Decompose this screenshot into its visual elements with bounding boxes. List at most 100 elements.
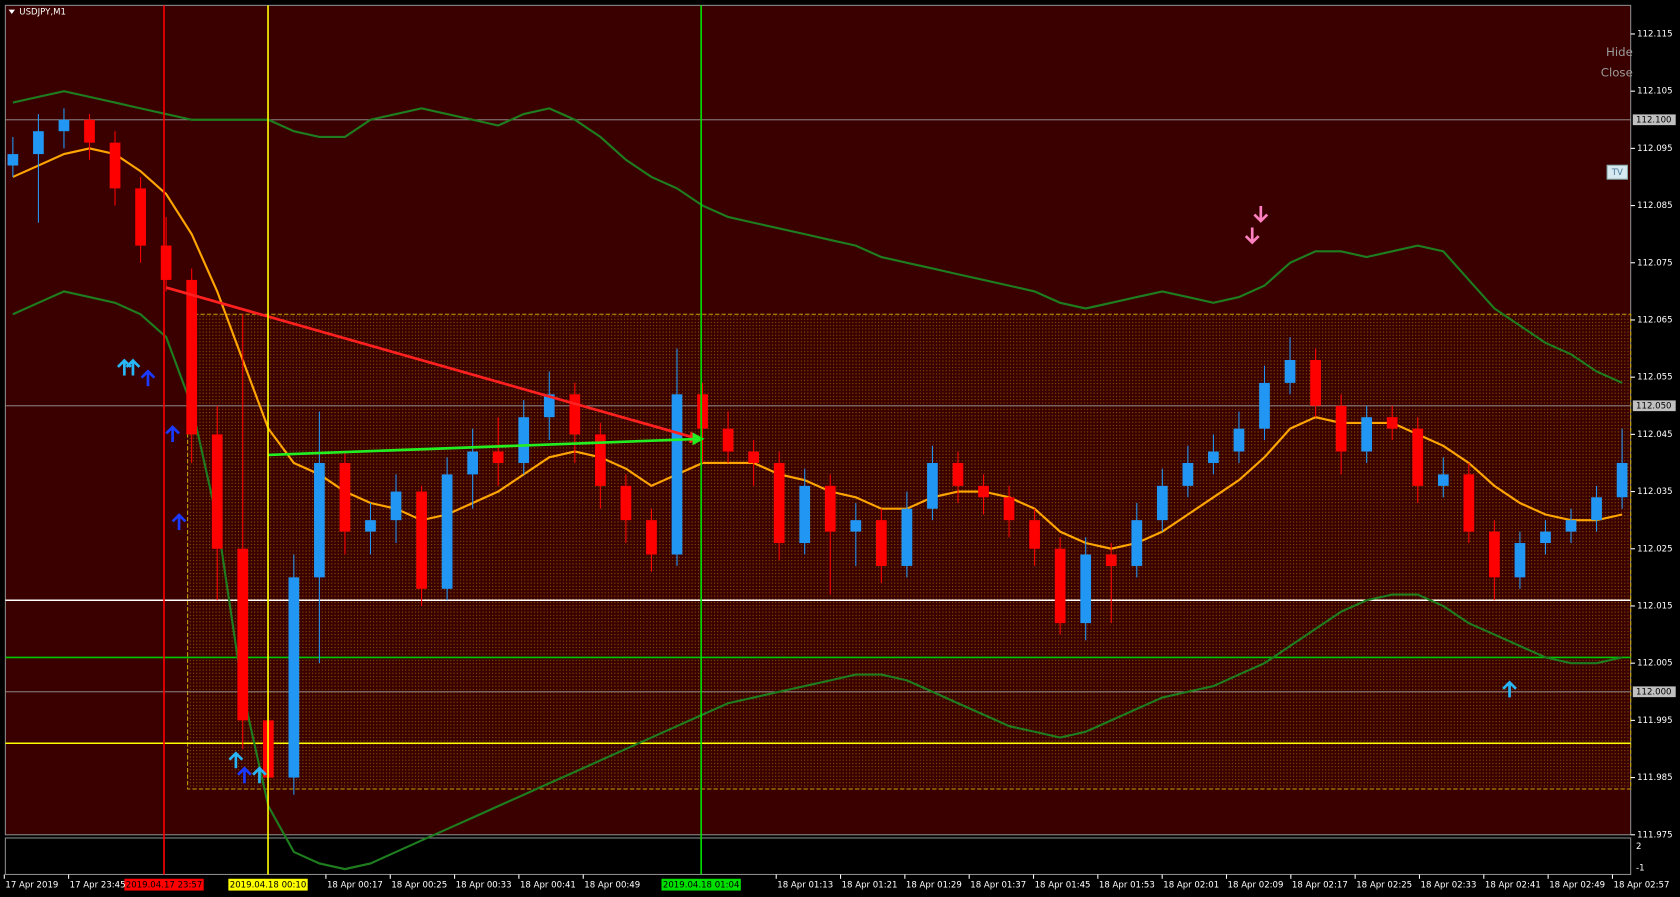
candle-body bbox=[1514, 543, 1526, 578]
candle-body bbox=[875, 520, 887, 566]
x-tick-label: 18 Apr 01:53 bbox=[1099, 881, 1155, 891]
candle-body bbox=[543, 394, 555, 418]
x-tick-label: 18 Apr 02:09 bbox=[1228, 881, 1284, 891]
x-tick-label: 18 Apr 00:17 bbox=[327, 881, 383, 891]
candle-body bbox=[799, 485, 811, 544]
x-tick-label: 18 Apr 01:21 bbox=[842, 881, 898, 891]
candle-body bbox=[1540, 531, 1551, 544]
marker-label-box bbox=[661, 878, 741, 891]
indicator-line bbox=[12, 90, 1623, 384]
candle-body bbox=[620, 485, 632, 521]
candle-body bbox=[109, 142, 121, 189]
candle-body bbox=[518, 417, 530, 463]
x-tick-label: 18 Apr 02:17 bbox=[1292, 881, 1348, 891]
x-tick-label: 17 Apr 2019 bbox=[5, 881, 58, 891]
candle-body bbox=[748, 451, 759, 463]
candle-body bbox=[722, 428, 734, 452]
x-tick-label: 18 Apr 00:49 bbox=[584, 881, 640, 891]
x-tick-label: 18 Apr 02:33 bbox=[1421, 881, 1477, 891]
close-button[interactable]: Close bbox=[1601, 65, 1633, 79]
sub-window bbox=[4, 837, 1632, 876]
y-tick-label: 111.975 bbox=[1637, 830, 1672, 840]
buy-arrow bbox=[228, 751, 267, 784]
candle-body bbox=[1565, 520, 1577, 532]
price-line-label: 112.050 bbox=[1636, 401, 1671, 411]
candle-body bbox=[416, 491, 427, 589]
sell-arrow bbox=[1253, 206, 1269, 223]
tv-badge-box[interactable] bbox=[1606, 164, 1629, 180]
candle-body bbox=[1208, 451, 1219, 463]
y-tick-label: 112.025 bbox=[1637, 544, 1672, 554]
candle-body bbox=[314, 462, 325, 578]
candle-body bbox=[339, 462, 351, 532]
x-tick-label: 18 Apr 01:29 bbox=[906, 881, 962, 891]
candle-body bbox=[186, 279, 198, 435]
candle-body bbox=[1463, 474, 1475, 532]
candle-body bbox=[1386, 417, 1398, 429]
y-tick-label: 112.105 bbox=[1637, 87, 1672, 97]
y-tick-label: 112.045 bbox=[1637, 430, 1672, 440]
x-tick-label: 17 Apr 23:45 bbox=[70, 881, 126, 891]
candle-body bbox=[1361, 417, 1373, 452]
marker-label: 2019.04.17 23:57 bbox=[126, 881, 203, 891]
candle-body bbox=[1029, 520, 1040, 549]
y-tick-label: 112.115 bbox=[1637, 29, 1672, 39]
candle-body bbox=[1284, 360, 1296, 383]
candle-body bbox=[1156, 485, 1168, 521]
candle-body bbox=[237, 548, 249, 721]
x-tick-label: 18 Apr 02:57 bbox=[1614, 881, 1670, 891]
candle-body bbox=[135, 188, 146, 246]
buy-arrow bbox=[140, 369, 156, 387]
price-line-label: 112.000 bbox=[1636, 687, 1671, 697]
candle-body bbox=[1591, 497, 1602, 521]
y-tick-label: 111.985 bbox=[1637, 773, 1672, 783]
trend-arrow bbox=[165, 286, 703, 442]
menu-caret[interactable] bbox=[8, 9, 16, 14]
x-tick-label: 18 Apr 01:45 bbox=[1035, 881, 1091, 891]
candle-body bbox=[824, 485, 836, 532]
plot-layer bbox=[5, 90, 1632, 871]
sub-y-label: -1 bbox=[1636, 864, 1645, 874]
trend-arrow-head bbox=[692, 432, 705, 446]
y-tick-label: 112.095 bbox=[1637, 144, 1672, 154]
y-tick-label: 112.005 bbox=[1637, 659, 1672, 669]
y-tick-label: 112.055 bbox=[1637, 373, 1672, 383]
candle-body bbox=[671, 394, 683, 555]
x-tick-label: 18 Apr 02:25 bbox=[1356, 881, 1412, 891]
x-tick-label: 18 Apr 02:41 bbox=[1485, 881, 1541, 891]
candle-body bbox=[697, 394, 708, 429]
marker-label-box bbox=[124, 878, 204, 891]
sell-arrow bbox=[1244, 227, 1260, 245]
x-tick-label: 18 Apr 01:13 bbox=[777, 881, 833, 891]
buy-arrow bbox=[237, 766, 252, 784]
x-tick-label: 18 Apr 00:41 bbox=[520, 881, 576, 891]
x-tick-label: 18 Apr 02:49 bbox=[1549, 881, 1605, 891]
candle-body bbox=[927, 462, 938, 509]
sub-y-label: 2 bbox=[1636, 842, 1641, 852]
y-tick-label: 112.065 bbox=[1637, 315, 1672, 325]
candle-body bbox=[978, 485, 989, 498]
price-line-box bbox=[1632, 686, 1676, 698]
chart-title: USDJPY,M1 bbox=[19, 7, 66, 17]
buy-arrow bbox=[171, 513, 187, 531]
candle-body bbox=[1412, 428, 1424, 486]
indicator-line bbox=[12, 147, 1623, 550]
candle-body bbox=[84, 119, 95, 143]
marker-label-box bbox=[228, 878, 308, 891]
candle-body bbox=[58, 119, 70, 132]
candle-body bbox=[33, 131, 44, 155]
trend-arrow bbox=[267, 437, 703, 457]
hide-button[interactable]: Hide bbox=[1606, 45, 1633, 59]
candle-body bbox=[211, 434, 223, 549]
candle-body bbox=[1616, 462, 1628, 498]
y-tick-label: 112.075 bbox=[1637, 258, 1672, 268]
candle-body bbox=[492, 451, 504, 463]
x-tick-label: 18 Apr 00:33 bbox=[456, 881, 512, 891]
candle-body bbox=[1105, 554, 1117, 566]
buy-arrow bbox=[1502, 680, 1517, 698]
candle-body bbox=[1182, 462, 1194, 486]
tv-badge[interactable]: TV bbox=[1611, 168, 1623, 178]
candle-body bbox=[1131, 520, 1143, 566]
